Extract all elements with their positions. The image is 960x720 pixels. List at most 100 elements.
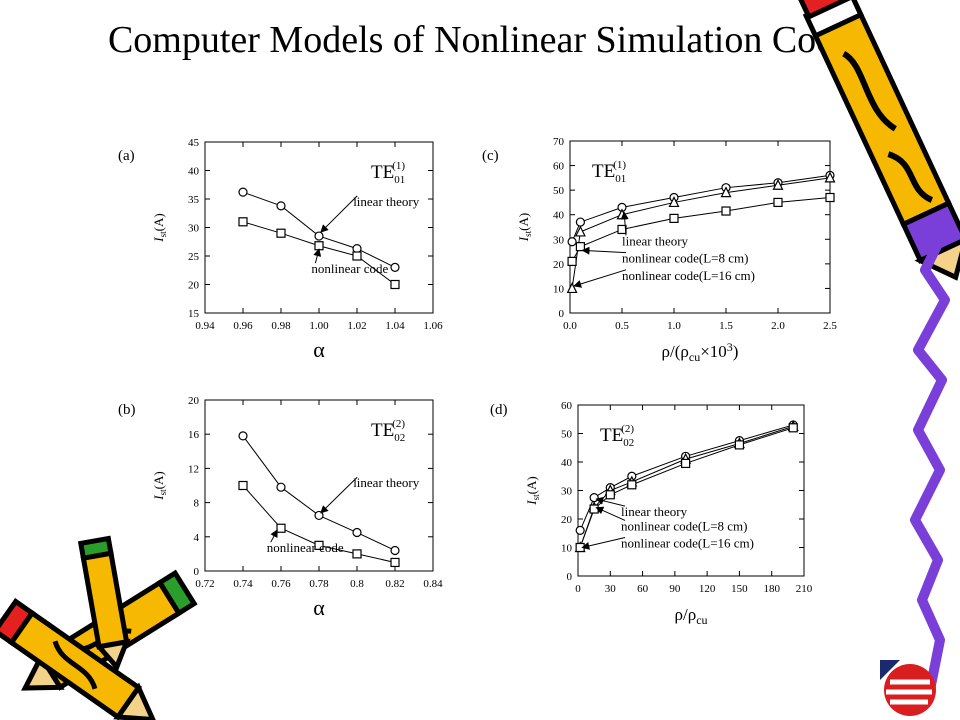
- annotation-label: nonlinear code(L=8 cm): [621, 518, 747, 533]
- annotation-label: nonlinear code(L=16 cm): [621, 536, 754, 551]
- data-point-circle: [575, 525, 585, 536]
- y-tick-label: 20: [188, 280, 200, 292]
- x-tick-label: 0.5: [615, 320, 629, 332]
- data-point-circle: [567, 237, 577, 247]
- annotation-arrow: [320, 476, 358, 514]
- data-point-triangle: [566, 282, 578, 294]
- data-point-square: [238, 480, 248, 491]
- x-tick-label: 120: [699, 583, 716, 595]
- data-point-circle: [276, 201, 286, 211]
- x-tick-label: 30: [605, 583, 617, 595]
- y-tick-label: 70: [553, 136, 565, 148]
- x-tick-label: 0.0: [563, 320, 577, 332]
- x-tick-label: 0.76: [271, 578, 291, 590]
- annotation-label: nonlinear code: [267, 540, 344, 555]
- data-point-circle: [575, 217, 586, 227]
- x-tick-label: 0.84: [423, 578, 443, 590]
- x-tick-label: 1.06: [423, 320, 443, 332]
- data-point-triangle: [574, 225, 586, 237]
- y-tick-label: 20: [553, 259, 565, 271]
- slide-title: Computer Models of Nonlinear Simulation …: [107, 19, 853, 61]
- data-point-circle: [276, 482, 286, 492]
- annotation-arrow: [620, 211, 629, 236]
- x-tick-label: 1.00: [309, 320, 329, 332]
- data-point-square: [390, 279, 400, 290]
- data-point-square: [352, 549, 362, 559]
- x-tick-label: 1.04: [385, 320, 405, 332]
- y-tick-label: 50: [561, 429, 573, 441]
- data-point-circle: [352, 243, 362, 254]
- y-tick-label: 25: [188, 251, 200, 263]
- y-tick-label: 60: [553, 161, 565, 173]
- annotation-label: linear theory: [622, 233, 689, 248]
- x-tick-label: 0.96: [233, 320, 253, 332]
- y-tick-label: 30: [188, 223, 200, 235]
- y-tick-label: 45: [188, 137, 200, 149]
- x-tick-label: 0.78: [309, 578, 329, 590]
- x-tick-label: 1.0: [667, 320, 681, 332]
- x-tick-label: 0.74: [233, 578, 253, 590]
- y-tick-label: 16: [188, 429, 200, 441]
- data-point-square: [314, 540, 324, 550]
- annotation-arrow: [313, 248, 322, 264]
- chart-panel-4: 0 30 60 90 120 150 180 210 0 10 20 30 40 50 60 (d) TE02(…: [490, 400, 813, 627]
- y-tick-label: 40: [553, 210, 565, 222]
- y-tick-label: 0: [559, 308, 565, 320]
- y-tick-label: 20: [188, 395, 200, 407]
- x-axis-label: ρ/ρcu: [674, 605, 707, 627]
- x-tick-label: 0.8: [350, 578, 364, 590]
- annotation-label: linear theory: [353, 194, 420, 209]
- mode-label: TE02(2): [600, 423, 634, 449]
- x-tick-label: 0.82: [385, 578, 404, 590]
- data-point-square: [575, 242, 586, 252]
- plot-frame: [569, 140, 831, 314]
- y-tick-label: 40: [188, 166, 200, 178]
- x-tick-label: 2.5: [823, 320, 837, 332]
- x-tick-label: 90: [669, 583, 681, 595]
- x-tick-label: 1.5: [719, 320, 733, 332]
- annotation-arrow: [270, 529, 278, 543]
- series-line-circle: [242, 435, 396, 551]
- panel-label: (b): [118, 402, 136, 418]
- mode-label: TE01(1): [371, 160, 405, 186]
- x-tick-label: 2.0: [771, 320, 785, 332]
- data-point-square: [276, 523, 286, 533]
- data-point-square: [238, 217, 248, 227]
- data-point-circle: [238, 431, 248, 441]
- y-tick-label: 40: [561, 457, 573, 469]
- mode-label: TE02(2): [371, 418, 405, 444]
- y-axis-label: Ist(A): [151, 471, 168, 500]
- x-tick-label: 0: [575, 583, 581, 595]
- annotation-arrow: [581, 246, 627, 255]
- data-point-square: [825, 192, 835, 203]
- x-tick-label: 180: [763, 583, 780, 595]
- y-tick-label: 4: [194, 532, 200, 544]
- data-point-square: [627, 480, 637, 490]
- y-axis-label: Ist(A): [516, 213, 533, 242]
- data-point-square: [669, 213, 679, 223]
- x-tick-label: 1.02: [347, 320, 366, 332]
- x-axis-label: α: [313, 337, 325, 362]
- data-point-square: [734, 440, 745, 450]
- data-point-square: [390, 557, 400, 568]
- y-tick-label: 20: [561, 514, 573, 526]
- data-point-circle: [390, 545, 400, 556]
- panel-label: (c): [482, 148, 499, 164]
- series-line-circle: [571, 174, 831, 242]
- data-point-triangle: [668, 196, 680, 208]
- annotation-arrow: [595, 496, 626, 507]
- data-point-circle: [390, 262, 400, 272]
- y-tick-label: 10: [553, 283, 565, 295]
- x-tick-label: 0.72: [195, 578, 214, 590]
- x-axis-label: ρ/(ρcu×103): [662, 340, 739, 364]
- x-tick-label: 150: [731, 583, 748, 595]
- data-point-circle: [589, 493, 599, 503]
- data-point-circle: [352, 527, 362, 538]
- mode-label: TE01(1): [592, 159, 626, 185]
- annotation-arrow: [320, 195, 358, 233]
- chart-panel-1: 0.94 0.96 0.98 1.00 1.02 1.04 1.06 15 20 25 30 35 40…: [118, 137, 443, 362]
- data-point-triangle: [720, 186, 732, 198]
- pencil-scribble-icon: [910, 227, 950, 691]
- y-tick-label: 50: [553, 185, 565, 197]
